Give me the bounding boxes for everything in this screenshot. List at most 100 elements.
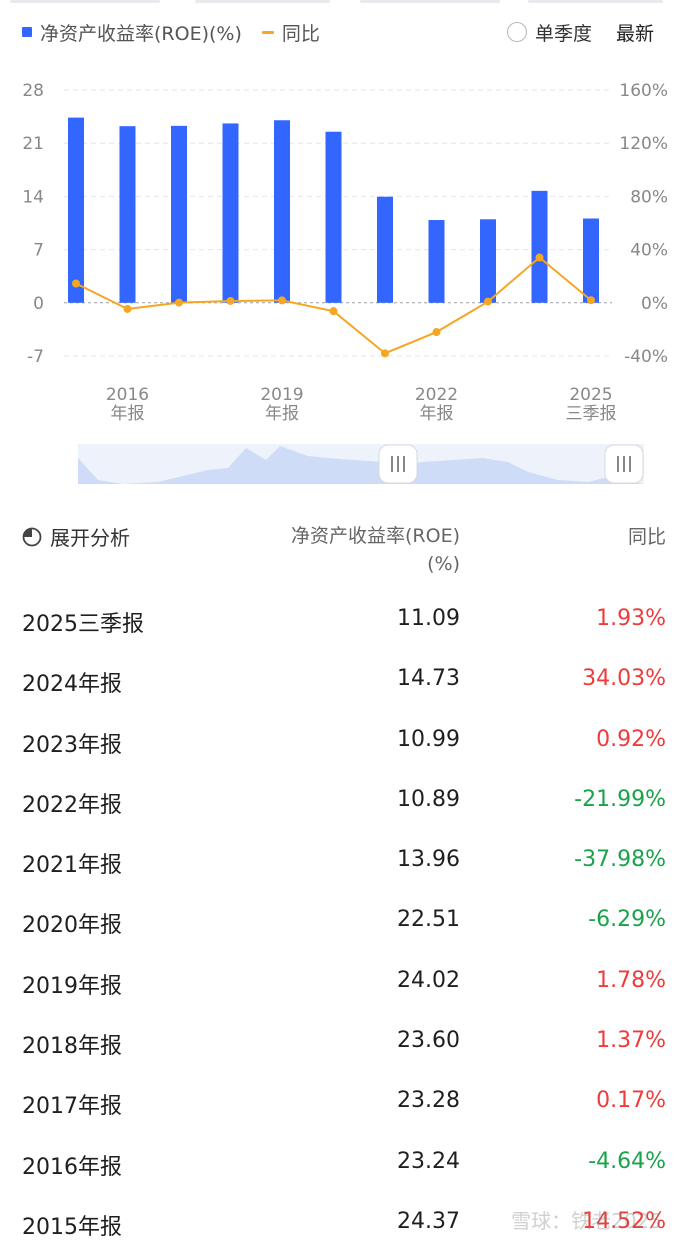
row-roe-value: 23.28	[397, 1088, 460, 1114]
table-row[interactable]: 2023年报 10.99 0.92%	[0, 713, 676, 773]
yoy-point	[484, 297, 492, 306]
row-yoy-value: -37.98%	[574, 847, 666, 873]
table-row[interactable]: 2015年报 24.37 14.52%	[0, 1195, 676, 1255]
slider-left-handle[interactable]	[378, 444, 418, 484]
quarter-radio-icon[interactable]	[506, 22, 527, 42]
top-scroll-remnant	[0, 0, 676, 4]
bar-swatch-icon	[22, 27, 32, 37]
latest-button[interactable]: 最新	[615, 22, 654, 45]
right-tick-label: 160%	[619, 81, 668, 101]
row-period: 2019年报	[22, 973, 122, 999]
row-period: 2021年报	[22, 853, 122, 879]
right-tick-label: -40%	[624, 347, 668, 367]
row-period: 2024年报	[22, 672, 122, 698]
table-row[interactable]: 2018年报 23.60 1.37%	[0, 1014, 676, 1074]
expand-analysis-label: 展开分析	[50, 526, 130, 550]
table-row[interactable]: 2024年报 14.73 34.03%	[0, 652, 676, 712]
yoy-point	[278, 296, 286, 305]
slider-right-handle[interactable]	[604, 444, 644, 484]
x-tick-sub: 三季报	[566, 404, 617, 424]
row-period: 2022年报	[22, 792, 122, 818]
column-header-roe: 净资产收益率(ROE)(%)	[291, 525, 460, 575]
x-tick-sub: 年报	[111, 404, 145, 424]
data-table: 2025三季报 11.09 1.93% 2024年报 14.73 34.03% 2023年报…	[0, 592, 676, 1255]
row-yoy-value: 0.92%	[596, 726, 666, 752]
right-tick-label: 80%	[630, 187, 668, 207]
row-roe-value: 13.96	[397, 847, 460, 873]
row-yoy-value: 34.03%	[582, 666, 666, 692]
row-period: 2025三季报	[22, 612, 144, 637]
table-row[interactable]: 2021年报 13.96 -37.98%	[0, 833, 676, 893]
right-tick-label: 0%	[641, 294, 668, 314]
line-swatch-icon	[261, 30, 274, 34]
table-row[interactable]: 2016年报 23.24 -4.64%	[0, 1135, 676, 1195]
range-slider[interactable]	[68, 442, 644, 486]
legend-yoy[interactable]: 同比	[261, 19, 320, 46]
row-roe-value: 24.37	[397, 1208, 460, 1234]
yoy-point	[587, 296, 595, 305]
table-row[interactable]: 2019年报 24.02 1.78%	[0, 954, 676, 1014]
row-period: 2020年报	[22, 913, 122, 939]
left-tick-label: -7	[27, 347, 44, 367]
table-row[interactable]: 2025三季报 11.09 1.93%	[0, 592, 676, 652]
left-tick-label: 7	[33, 241, 44, 261]
row-roe-value: 22.51	[397, 907, 460, 933]
expand-analysis-button[interactable]: 展开分析	[22, 522, 130, 551]
row-roe-value: 23.60	[397, 1028, 460, 1054]
pie-chart-icon	[22, 527, 42, 546]
yoy-point	[123, 304, 132, 313]
roe-bar	[583, 218, 599, 303]
column-header-yoy: 同比	[627, 526, 666, 548]
watermark: 雪球：铁老2025	[511, 1209, 662, 1233]
row-period: 2018年报	[22, 1034, 122, 1060]
row-yoy-value: -6.29%	[588, 907, 666, 933]
row-roe-value: 24.02	[397, 967, 460, 993]
row-yoy-value: -21.99%	[574, 786, 666, 812]
roe-bar	[171, 125, 187, 303]
roe-bar	[325, 131, 342, 303]
legend-roe[interactable]: 净资产收益率(ROE)(%)	[22, 19, 242, 46]
row-yoy-value: -4.64%	[588, 1148, 666, 1174]
yoy-point	[175, 298, 183, 307]
left-tick-label: 14	[22, 187, 44, 207]
row-yoy-value: 1.37%	[596, 1028, 666, 1054]
left-tick-label: 21	[22, 134, 44, 154]
slider-overview-area	[78, 446, 644, 484]
x-tick-sub: 年报	[420, 404, 454, 424]
row-period: 2017年报	[22, 1094, 122, 1120]
roe-bar	[377, 196, 393, 303]
left-tick-label: 0	[33, 294, 44, 314]
row-period: 2015年报	[22, 1214, 122, 1240]
roe-bar	[68, 117, 84, 303]
row-roe-value: 14.73	[397, 666, 460, 692]
row-roe-value: 10.89	[397, 786, 460, 812]
table-row[interactable]: 2020年报 22.51 -6.29%	[0, 893, 676, 953]
roe-chart: 28 160%21 120%14 80%7 40%0 0%-7 -40%2016年报2019…	[22, 81, 668, 424]
x-tick-year: 2016	[106, 385, 149, 405]
chart-legend: 净资产收益率(ROE)(%) 同比 单季度 最新	[22, 16, 654, 48]
x-tick-year: 2019	[260, 385, 303, 405]
right-tick-label: 40%	[630, 241, 668, 261]
right-tick-label: 120%	[619, 134, 668, 154]
x-tick-year: 2025	[569, 385, 612, 405]
row-roe-value: 10.99	[397, 726, 460, 752]
row-period: 2016年报	[22, 1154, 122, 1180]
yoy-point	[72, 279, 80, 288]
yoy-point	[226, 296, 235, 305]
yoy-point	[381, 349, 389, 358]
table-row[interactable]: 2022年报 10.89 -21.99%	[0, 773, 676, 833]
roe-bar	[222, 123, 239, 303]
left-tick-label: 28	[22, 81, 44, 101]
yoy-point	[432, 328, 441, 337]
row-yoy-value: 1.78%	[596, 967, 666, 993]
legend-roe-label: 净资产收益率(ROE)(%)	[40, 22, 242, 45]
row-roe-value: 11.09	[397, 606, 460, 631]
table-row[interactable]: 2017年报 23.28 0.17%	[0, 1074, 676, 1134]
quarter-toggle-label[interactable]: 单季度	[534, 22, 592, 45]
roe-bar	[119, 126, 136, 303]
yoy-point	[329, 307, 338, 316]
roe-bar	[480, 219, 496, 303]
roe-bar	[428, 220, 445, 303]
roe-bar	[274, 120, 290, 303]
row-yoy-value: 14.52%	[582, 1208, 666, 1234]
